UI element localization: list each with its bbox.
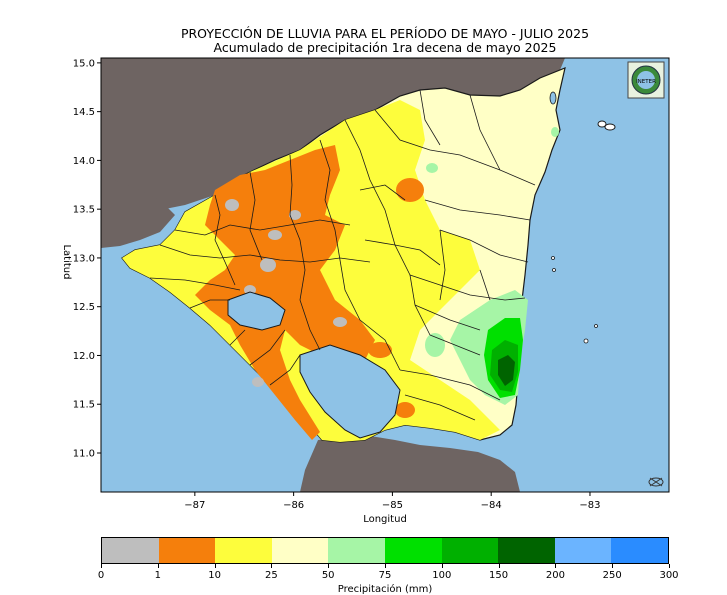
lake-nicaragua	[299, 344, 401, 439]
colorbar-tick-label: 75	[378, 570, 392, 581]
colorbar-tick-label: 50	[321, 570, 335, 581]
x-tick-label: −87	[184, 500, 205, 511]
lake-managua	[227, 291, 286, 331]
plot-frame	[100, 57, 670, 493]
colorbar-tick-label: 10	[208, 570, 221, 581]
map-subtitle: Acumulado de precipitación 1ra decena de…	[213, 40, 557, 55]
island	[552, 268, 556, 272]
colorbar-tick	[157, 564, 159, 568]
colorbar-segment	[554, 538, 612, 563]
colorbar-segment	[384, 538, 442, 563]
x-axis-label: Longitud	[363, 514, 407, 525]
colorbar-title: Precipitación (mm)	[337, 584, 433, 595]
zone-0-1-patch	[260, 258, 276, 272]
island	[594, 324, 598, 328]
zone-50-75-patch	[426, 163, 438, 173]
y-tick-label: 15.0	[73, 58, 95, 69]
colorbar-tick-label: 100	[432, 570, 452, 581]
colorbar-segment	[215, 538, 272, 563]
corn-islands	[597, 120, 607, 128]
colorbar-segment	[158, 538, 216, 563]
el-salvador-land	[101, 175, 175, 248]
colorbar-segment	[611, 538, 668, 563]
municipal-boundaries	[149, 89, 536, 421]
colorbar-tick-label: 1	[154, 570, 161, 581]
island	[551, 256, 555, 260]
colorbar	[101, 537, 669, 564]
costa-rica-land	[300, 436, 520, 492]
colorbar-tick	[101, 564, 102, 568]
colorbar-segment	[328, 538, 385, 563]
map-title: PROYECCIÓN DE LLUVIA PARA EL PERÍODO DE …	[180, 26, 590, 41]
colorbar-segment	[498, 538, 555, 563]
colorbar-tick	[441, 564, 443, 568]
zone-150-200	[498, 355, 515, 386]
zone-50-75-patch	[551, 127, 559, 137]
x-tick-label: −84	[481, 500, 502, 511]
honduras-land	[101, 58, 565, 228]
colorbar-tick	[669, 564, 670, 568]
zone-1-10-central-patch	[368, 342, 392, 358]
colorbar-tick	[612, 564, 614, 568]
island	[604, 123, 616, 131]
zone-0-1-patch	[289, 210, 301, 220]
zone-1-10-south-patch	[395, 402, 415, 418]
compass-icon	[648, 477, 664, 487]
colorbar-segment	[102, 538, 159, 563]
y-tick-label: 13.5	[73, 205, 95, 216]
x-tick-label: −85	[382, 500, 403, 511]
y-tick-label: 11.0	[73, 448, 95, 459]
ineter-logo: INETER	[627, 61, 665, 99]
zone-0-1-patch	[225, 199, 239, 211]
colorbar-tick	[328, 564, 330, 568]
colorbar-tick	[498, 564, 500, 568]
colorbar-tick-label: 300	[659, 570, 679, 581]
colorbar-tick	[214, 564, 216, 568]
colorbar-tick	[385, 564, 386, 568]
x-tick-label: −83	[579, 500, 600, 511]
colorbar-segment	[271, 538, 329, 563]
zone-0-1-patch	[268, 230, 282, 240]
zone-0-1-patch	[333, 317, 347, 327]
axes: −87 −86 −85 −84 −83 15.0 14.5 14.0 13.5 13.0 12.5 1…	[61, 58, 601, 525]
island	[549, 91, 557, 105]
colorbar-tick-label: 200	[545, 570, 565, 581]
zone-1-10	[195, 145, 375, 440]
zone-0-1-patch	[252, 377, 264, 387]
y-tick-label: 14.5	[73, 107, 95, 118]
y-tick-label: 12.0	[73, 351, 95, 362]
colorbar-tick-label: 150	[489, 570, 509, 581]
island	[583, 338, 589, 344]
x-tick-label: −86	[283, 500, 304, 511]
colorbar-tick-label: 250	[602, 570, 622, 581]
y-tick-label: 13.0	[73, 253, 95, 264]
colorbar-segment	[441, 538, 499, 563]
colorbar-tick-label: 0	[97, 570, 105, 581]
logo-text: INETER	[636, 79, 656, 85]
y-tick-label: 14.0	[73, 156, 95, 167]
y-tick-label: 12.5	[73, 302, 95, 313]
zone-1-10-east-patch	[396, 178, 424, 202]
y-axis-label: Latitud	[61, 244, 72, 279]
colorbar-tick-label: 25	[265, 570, 278, 581]
y-tick-label: 11.5	[73, 400, 95, 411]
colorbar-tick	[555, 564, 557, 568]
colorbar-tick	[271, 564, 273, 568]
